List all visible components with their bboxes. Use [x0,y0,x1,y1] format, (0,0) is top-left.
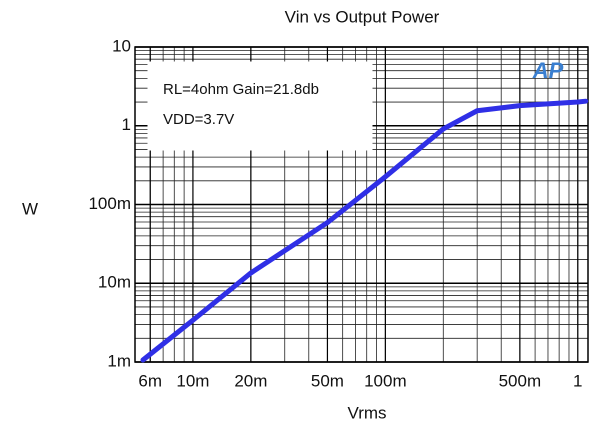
x-tick-label: 1 [573,371,582,390]
x-tick-label: 100m [364,371,407,390]
y-tick-label: 10m [98,273,131,292]
chart-title: Vin vs Output Power [285,7,440,26]
logo: AP [532,58,564,83]
x-tick-label: 50m [311,371,344,390]
x-tick-label: 10m [176,371,209,390]
plot-frame [134,46,589,363]
x-tick-label: 500m [499,371,542,390]
y-tick-label: 10 [112,36,131,55]
y-axis-label: W [22,199,38,218]
line [140,98,589,363]
y-tick-label: 1m [107,351,131,370]
annotation-box [147,61,373,151]
annotation: VDD=3.7V [163,111,234,128]
annotation: RL=4ohm Gain=21.8db [163,81,319,98]
x-tick-label: 6m [138,371,162,390]
y-tick-label: 100m [88,194,131,213]
x-tick-label: 20m [234,371,267,390]
x-axis-label: Vrms [347,403,386,422]
y-tick-label: 1 [122,115,131,134]
